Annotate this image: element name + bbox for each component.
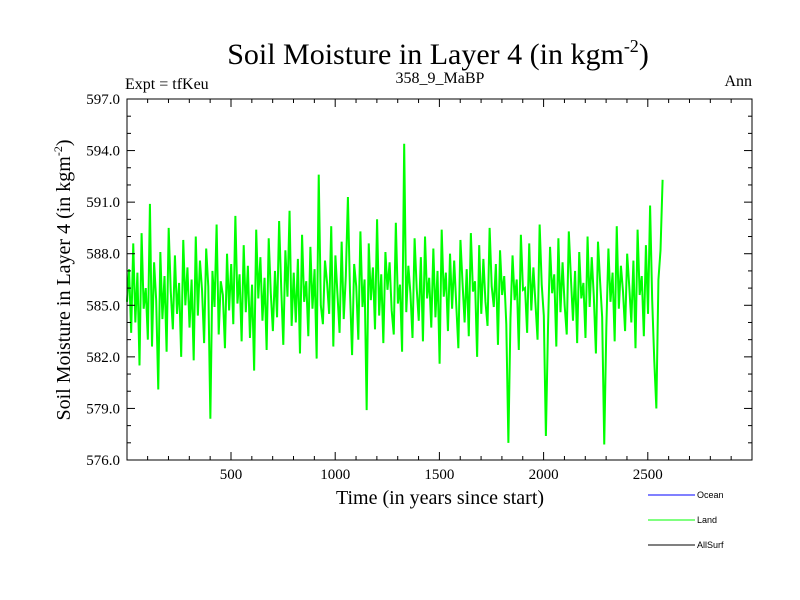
y-tick-label: 585.0 bbox=[86, 298, 120, 314]
y-tick-label: 588.0 bbox=[86, 247, 120, 263]
x-tick-label: 2000 bbox=[529, 467, 559, 483]
chart-title: Soil Moisture in Layer 4 (in kgm-2) bbox=[227, 36, 649, 71]
series-line-land bbox=[126, 143, 664, 445]
x-tick-label: 2500 bbox=[633, 467, 663, 483]
y-axis-label: Soil Moisture in Layer 4 (in kgm-2) bbox=[51, 139, 75, 420]
legend-label-allsurf: AllSurf bbox=[697, 540, 724, 550]
y-tick-label: 597.0 bbox=[86, 92, 120, 108]
x-tick-label: 1000 bbox=[320, 467, 350, 483]
y-tick-label: 579.0 bbox=[86, 401, 120, 417]
legend-label-land: Land bbox=[697, 515, 717, 525]
legend: Ocean Land AllSurf bbox=[648, 490, 724, 550]
x-axis-label: Time (in years since start) bbox=[336, 487, 544, 509]
y-tick-label: 591.0 bbox=[86, 195, 120, 211]
y-axis-label-superscript: -2 bbox=[51, 146, 65, 156]
experiment-label: Expt = tfKeu bbox=[125, 76, 209, 93]
x-tick-label: 1500 bbox=[424, 467, 454, 483]
season-label: Ann bbox=[724, 73, 752, 90]
y-ticks: 576.0 579.0 582.0 585.0 588.0 591.0 594.0 597.0 bbox=[86, 92, 752, 469]
series-layer bbox=[126, 143, 664, 445]
legend-label-ocean: Ocean bbox=[697, 490, 724, 500]
chart-title-superscript: -2 bbox=[624, 36, 639, 56]
y-tick-label: 582.0 bbox=[86, 350, 120, 366]
y-tick-label: 594.0 bbox=[86, 144, 120, 160]
run-label: 358_9_MaBP bbox=[396, 70, 485, 87]
y-tick-label: 576.0 bbox=[86, 453, 120, 469]
x-ticks: 500 1000 1500 2000 2500 bbox=[147, 99, 732, 483]
x-tick-label: 500 bbox=[220, 467, 243, 483]
